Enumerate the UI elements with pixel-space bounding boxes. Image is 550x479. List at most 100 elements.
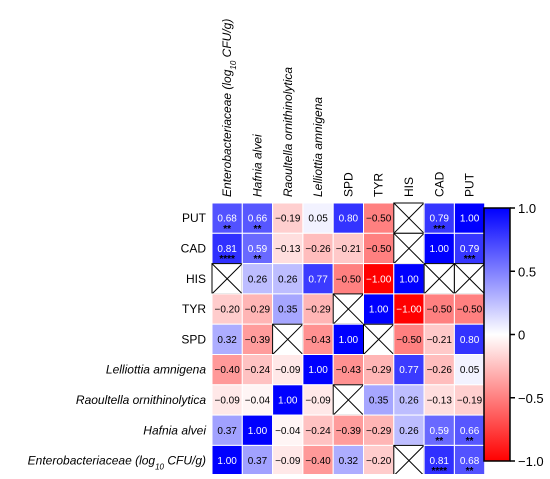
heatmap-cell [393, 384, 425, 416]
cell-value-label: 0.26 [399, 426, 419, 437]
cell-value-label: −0.19 [457, 395, 483, 406]
heatmap-cell [272, 384, 304, 416]
cell-value-label: −0.29 [305, 305, 331, 316]
cell-value-label: 0.35 [369, 395, 389, 406]
cell-value-label: 0.68 [217, 214, 237, 225]
colorbar-tick-label: 0 [518, 328, 525, 343]
cell-value-label: −0.26 [427, 365, 453, 376]
cell-value-label: 0.81 [430, 456, 450, 467]
cell-value-label: −0.20 [366, 456, 392, 467]
heatmap-cell [393, 263, 425, 295]
row-labels: PUT CAD HIS TYR SPD Lelliottia amnigena Raoult… [28, 211, 207, 471]
heatmap-cell [272, 232, 304, 265]
cell-value-label: 0.66 [248, 214, 268, 225]
heatmap-cell [423, 354, 455, 386]
empty-cell-cross [393, 232, 425, 264]
row-label: Hafnia alvei [143, 423, 206, 437]
column-label: Lelliottia amnigena [311, 97, 325, 197]
heatmap-cell [211, 354, 243, 386]
cell-value-label: 1.00 [430, 244, 450, 255]
cell-value-label: −0.40 [214, 365, 240, 376]
empty-cell-cross [423, 263, 455, 295]
cell-value-label: 0.26 [248, 274, 268, 285]
heatmap-cell [241, 293, 274, 325]
cell-value-label: 0.32 [217, 335, 237, 346]
colorbar-gradient [483, 207, 511, 462]
column-label: Hafnia alvei [250, 134, 264, 197]
cell-value-label: 0.80 [460, 335, 480, 346]
cell-value-label: 1.00 [399, 274, 419, 285]
cell-value-label: 0.26 [399, 395, 419, 406]
heatmap-cell [272, 414, 304, 446]
significance-stars: ** [435, 436, 443, 447]
heatmap-cell [332, 232, 365, 265]
column-label: SPD [341, 172, 355, 197]
cell-value-label: −0.40 [305, 456, 331, 467]
column-label: Raoultella ornithinolytica [281, 67, 295, 197]
cell-value-label: −0.21 [427, 335, 453, 346]
heatmap-cell [363, 202, 395, 234]
cell-value-label: −0.19 [275, 214, 301, 225]
empty-cell-cross [272, 323, 304, 355]
heatmap-cell [453, 414, 486, 446]
cell-value-label: 0.77 [399, 365, 419, 376]
empty-cell-cross [211, 263, 243, 295]
heatmap-cell [453, 384, 486, 416]
column-labels: Enterobacteriaceae (log10 CFU/g) Hafnia a… [220, 19, 476, 197]
cell-value-label: −0.50 [457, 305, 483, 316]
empty-cell-cross [363, 323, 395, 355]
cell-value-label: −0.39 [336, 426, 362, 437]
colorbar-tick-label: 1.0 [518, 201, 536, 216]
cell-value-label: −0.29 [366, 365, 392, 376]
column-label: PUT [463, 172, 477, 197]
heatmap-cell [241, 263, 274, 295]
significance-stars: **** [431, 466, 447, 474]
cell-value-label: 0.59 [430, 426, 450, 437]
row-label: Lelliottia amnigena [106, 363, 206, 377]
cell-value-label: −0.13 [427, 395, 453, 406]
cell-value-label: −0.50 [366, 244, 392, 255]
cell-value-label: 0.32 [339, 456, 359, 467]
cell-value-label: −0.43 [336, 365, 362, 376]
cell-value-label: −0.26 [305, 244, 331, 255]
cell-value-label: 1.00 [248, 426, 268, 437]
heatmap-cell [302, 354, 334, 386]
heatmap-cell [272, 263, 304, 295]
cell-value-label: 1.00 [369, 305, 389, 316]
cell-value-label: 1.00 [278, 395, 298, 406]
heatmap-cell [393, 414, 425, 446]
cell-value-label: 0.81 [217, 244, 237, 255]
cell-value-label: −0.29 [366, 426, 392, 437]
cell-value-label: 1.00 [217, 456, 237, 467]
row-label: Raoultella ornithinolytica [76, 393, 206, 407]
column-label: Enterobacteriaceae (log10 CFU/g) [220, 19, 238, 197]
cell-value-label: 0.05 [460, 365, 480, 376]
significance-stars: ** [466, 436, 474, 447]
colorbar: 1.0 0.5 0 −0.5 −1.0 [483, 201, 544, 469]
heatmap-cell [423, 323, 455, 356]
cell-value-label: −0.20 [214, 305, 240, 316]
cell-value-label: 0.37 [217, 426, 237, 437]
empty-cell-cross [332, 293, 364, 325]
cell-value-label: −0.09 [305, 395, 331, 406]
heatmap-cell [363, 384, 395, 416]
heatmap-cells: 0.68**0.66**−0.19 0.05 0.80 −0.50 0.79***1.0… [211, 202, 486, 477]
significance-stars: ** [254, 224, 262, 235]
row-label: SPD [181, 332, 206, 346]
heatmap-cell [211, 384, 243, 416]
column-label: HIS [402, 177, 416, 197]
cell-value-label: 0.37 [248, 456, 268, 467]
cell-value-label: 0.59 [248, 244, 268, 255]
row-label: HIS [186, 272, 206, 286]
column-label: CAD [432, 171, 446, 197]
cell-value-label: 0.26 [278, 274, 298, 285]
row-label: PUT [182, 211, 207, 225]
cell-value-label: −0.09 [214, 395, 240, 406]
cell-value-label: −1.00 [396, 305, 422, 316]
cell-value-label: −0.24 [305, 426, 331, 437]
cell-value-label: 0.66 [460, 426, 480, 437]
heatmap-cell [272, 444, 304, 477]
cell-value-label: 0.05 [308, 214, 328, 225]
heatmap-cell [241, 414, 274, 446]
